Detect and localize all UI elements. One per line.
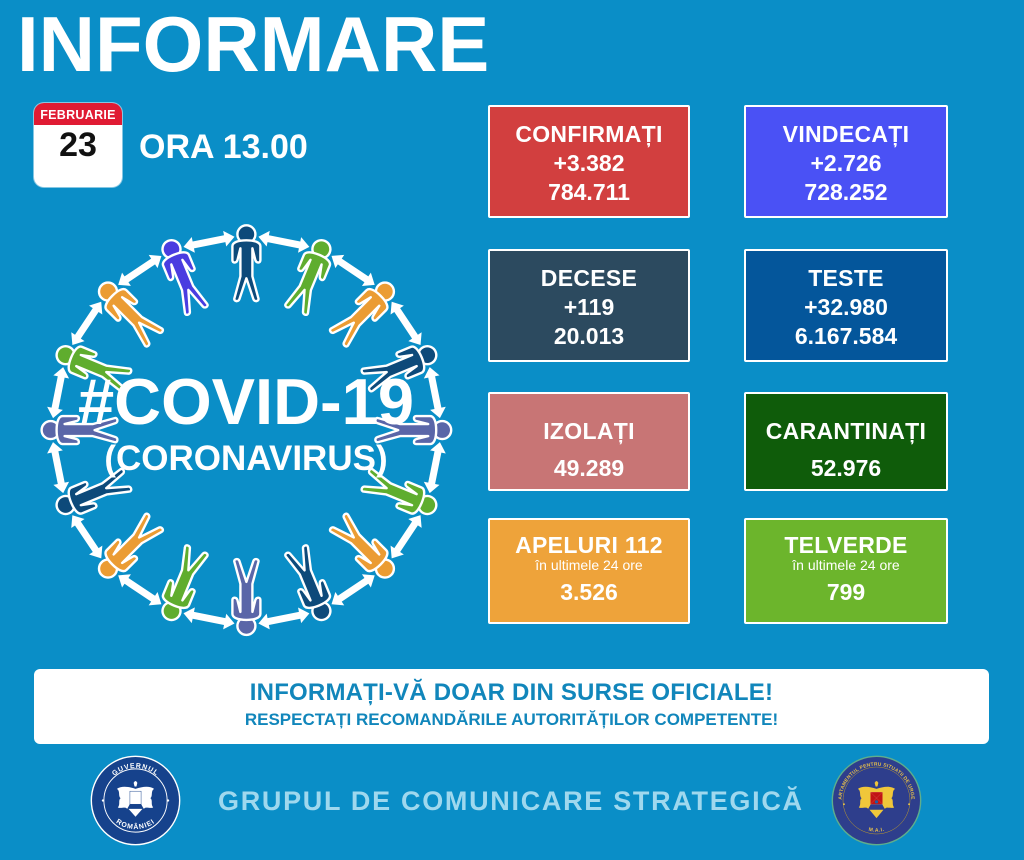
svg-text:#COVID-19: #COVID-19 <box>78 365 414 438</box>
svg-text:(CORONAVIRUS): (CORONAVIRUS) <box>104 439 387 478</box>
svg-text:M.A.I.: M.A.I. <box>868 827 885 834</box>
